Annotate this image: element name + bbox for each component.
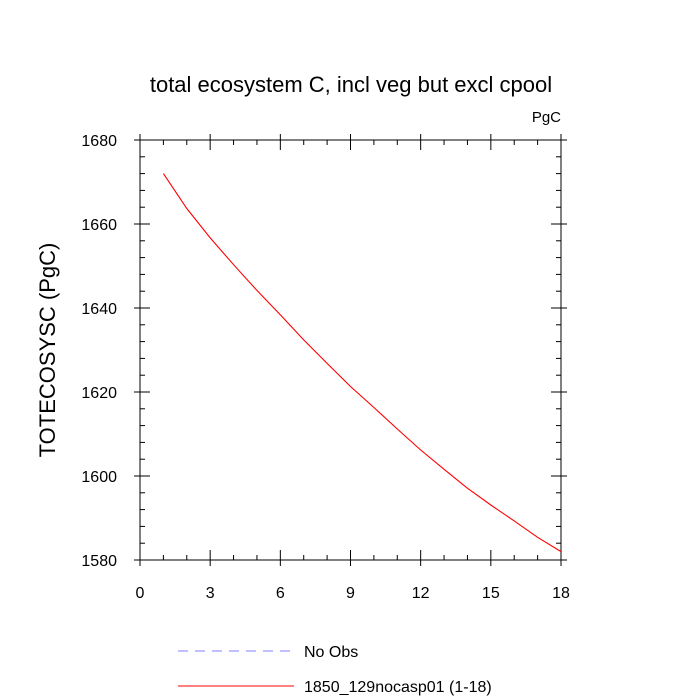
y-axis-label: TOTECOSYSC (PgC) — [35, 243, 60, 458]
legend-label: 1850_129nocasp01 (1-18) — [304, 679, 492, 696]
y-tick-label: 1660 — [81, 217, 117, 234]
y-tick-label: 1600 — [81, 469, 117, 486]
y-tick-label: 1680 — [81, 133, 117, 150]
x-tick-label: 15 — [482, 585, 500, 602]
units-label: PgC — [532, 109, 561, 126]
plot-frame — [139, 139, 562, 561]
x-tick-label: 6 — [276, 585, 285, 602]
y-tick-label: 1640 — [81, 301, 117, 318]
axes: 0 3 6 9 12 15 18 1580 1600 1620 1640 1660 1680 — [81, 133, 570, 602]
x-tick-label: 9 — [346, 585, 355, 602]
x-tick-label: 12 — [412, 585, 430, 602]
legend-label: No Obs — [304, 644, 358, 661]
x-tick-label: 3 — [206, 585, 215, 602]
x-tick-label: 18 — [552, 585, 570, 602]
y-tick-label: 1620 — [81, 385, 117, 402]
y-tick-label: 1580 — [81, 553, 117, 570]
chart-title: total ecosystem C, incl veg but excl cpo… — [150, 72, 552, 97]
x-tick-label: 0 — [136, 585, 145, 602]
series-line — [162, 173, 562, 553]
legend: No Obs 1850_129nocasp01 (1-18) — [178, 644, 492, 696]
series-lines — [162, 173, 562, 553]
